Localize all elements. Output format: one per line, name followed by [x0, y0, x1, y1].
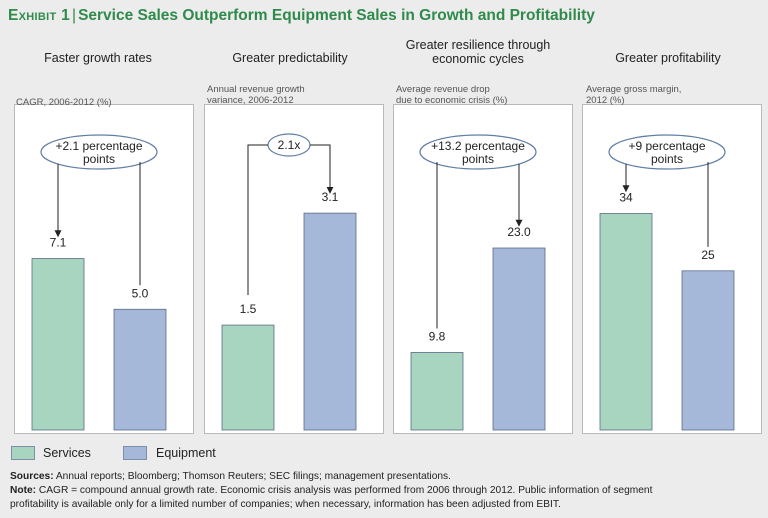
exhibit-number: Exhibit 1	[8, 7, 71, 24]
bar-resilience-services	[410, 352, 464, 431]
metric-label-predictability: Annual revenue growth variance, 2006-201…	[207, 84, 305, 106]
metric-label-profitability-line-1: Average gross margin,	[586, 84, 682, 95]
footnote-sources-label: Sources:	[10, 471, 54, 482]
value-label-profitability-equipment: 25	[701, 248, 715, 262]
metric-label-growth: CAGR, 2006-2012 (%)	[16, 97, 112, 108]
legend-label-equipment: Equipment	[156, 446, 216, 460]
metric-label-profitability: Average gross margin, 2012 (%)	[586, 84, 681, 106]
metric-label-resilience-line-2: due to economic crisis (%)	[396, 95, 508, 106]
chart-heading-profitability: Greater profitability	[615, 51, 721, 65]
footnote-sources-text: Annual reports; Bloomberg; Thomson Reute…	[55, 471, 451, 482]
annotation-ellipse-profitability	[608, 134, 726, 170]
value-label-growth-equipment: 5.0	[132, 286, 149, 300]
bar-growth-equipment	[113, 308, 167, 431]
metric-label-predictability-line-1: Annual revenue growth	[207, 84, 305, 95]
legend-swatch-services	[11, 446, 35, 460]
chart-heading-resilience-line-2: economic cycles	[432, 52, 524, 66]
footnote-note-line-2: profitability is available only for a li…	[10, 499, 561, 510]
annotation-text-predictability-line-1: 2.1x	[278, 138, 301, 152]
value-label-resilience-equipment: 23.0	[507, 225, 531, 239]
exhibit-title-text: Service Sales Outperform Equipment Sales…	[78, 7, 595, 24]
metric-label-resilience-line-1: Average revenue drop	[396, 84, 490, 95]
bar-predictability-equipment	[303, 212, 357, 431]
footnote-note: Note: CAGR = compound annual growth rate…	[10, 484, 652, 497]
bar-predictability-services	[221, 324, 275, 431]
title-separator: |	[72, 7, 77, 24]
value-label-resilience-services: 9.8	[429, 329, 446, 343]
bar-profitability-equipment	[681, 270, 735, 431]
annotation-text-resilience-line-2: points	[462, 152, 494, 166]
exhibit-title: Exhibit 1 | Service Sales Outperform Equip…	[8, 7, 595, 25]
annotation-arrow-predictability	[310, 144, 334, 194]
footnote-note-label: Note:	[10, 485, 37, 496]
metric-label-predictability-line-2: variance, 2006-2012	[207, 95, 294, 106]
chart-heading-resilience: Greater resilience through economic cycl…	[388, 38, 568, 66]
value-label-growth-services: 7.1	[50, 236, 67, 250]
footnote-note-continued: profitability is available only for a li…	[10, 498, 561, 511]
footnote-note-line-1: CAGR = compound annual growth rate. Econ…	[38, 485, 653, 496]
legend-label-services: Services	[43, 446, 91, 460]
bar-growth-services	[31, 258, 85, 431]
value-label-predictability-services: 1.5	[240, 302, 257, 316]
annotation-text-growth-line-1: +2.1 percentage	[55, 139, 142, 153]
chart-heading-resilience-line-1: Greater resilience through	[405, 38, 551, 52]
value-label-predictability-equipment: 3.1	[322, 190, 339, 204]
bar-resilience-equipment	[492, 247, 546, 431]
annotation-text-profitability-line-2: points	[651, 152, 683, 166]
annotation-text-growth-line-2: points	[83, 152, 115, 166]
metric-label-profitability-line-2: 2012 (%)	[586, 95, 625, 106]
annotation-bracket-predictability-services	[247, 144, 268, 296]
bar-profitability-services	[599, 213, 653, 431]
annotation-ellipse-growth	[40, 134, 158, 170]
value-label-profitability-services: 34	[619, 191, 633, 205]
chart-heading-growth: Faster growth rates	[44, 51, 152, 65]
annotation-ellipse-resilience	[419, 134, 537, 170]
metric-label-resilience: Average revenue drop due to economic cri…	[396, 84, 507, 106]
legend-swatch-equipment	[123, 446, 147, 460]
chart-heading-predictability: Greater predictability	[232, 51, 348, 65]
footnote-sources: Sources: Annual reports; Bloomberg; Thom…	[10, 470, 451, 483]
annotation-text-resilience-line-1: +13.2 percentage	[431, 139, 525, 153]
annotation-text-profitability-line-1: +9 percentage	[628, 139, 705, 153]
